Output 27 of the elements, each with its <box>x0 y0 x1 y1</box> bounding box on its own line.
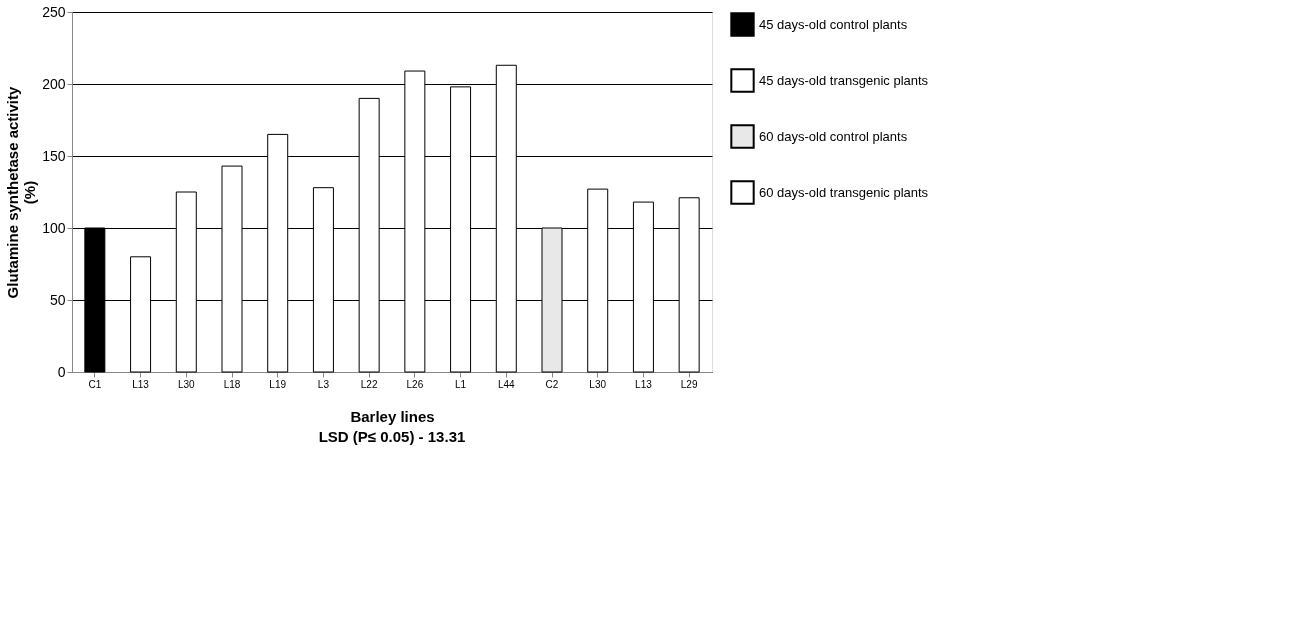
x-tick-label: L1 <box>455 378 467 390</box>
text: LSD (P≤ 0.05) - 13.31 <box>318 428 466 445</box>
y-tick-label: 150 <box>42 147 66 164</box>
y-tick-label: 50 <box>49 291 66 308</box>
x-tick-label: L29 <box>680 378 698 390</box>
x-axis-title: Barley lines <box>350 407 435 425</box>
x-tick-label: C2 <box>545 378 559 390</box>
x-tick-label: L18 <box>223 378 241 390</box>
y-tick-label: 250 <box>42 3 66 20</box>
x-tick-label: L26 <box>406 378 424 390</box>
y-axis-title: Glutamine synthetase activity (%) <box>4 85 39 299</box>
x-tick-label: C1 <box>88 378 102 390</box>
legend-label: 60 days-old control plants <box>759 128 908 144</box>
y-tick-label: 0 <box>57 363 66 380</box>
legend-label: 45 days-old transgenic plants <box>759 72 929 88</box>
y-tick-label: 100 <box>42 219 66 236</box>
x-tick-label: L3 <box>317 378 330 390</box>
legend-label: 45 days-old control plants <box>759 16 908 32</box>
x-tick-label: L44 <box>497 378 516 390</box>
x-tick-label: L13 <box>132 378 150 390</box>
x-tick-label: L30 <box>589 378 607 390</box>
legend-label: 60 days-old transgenic plants <box>759 184 929 200</box>
x-tick-label: L19 <box>269 378 287 390</box>
x-tick-label: L22 <box>360 378 378 390</box>
y-tick-label: 200 <box>42 75 66 92</box>
x-tick-label: L30 <box>177 378 196 390</box>
x-tick-label: L13 <box>635 378 653 390</box>
